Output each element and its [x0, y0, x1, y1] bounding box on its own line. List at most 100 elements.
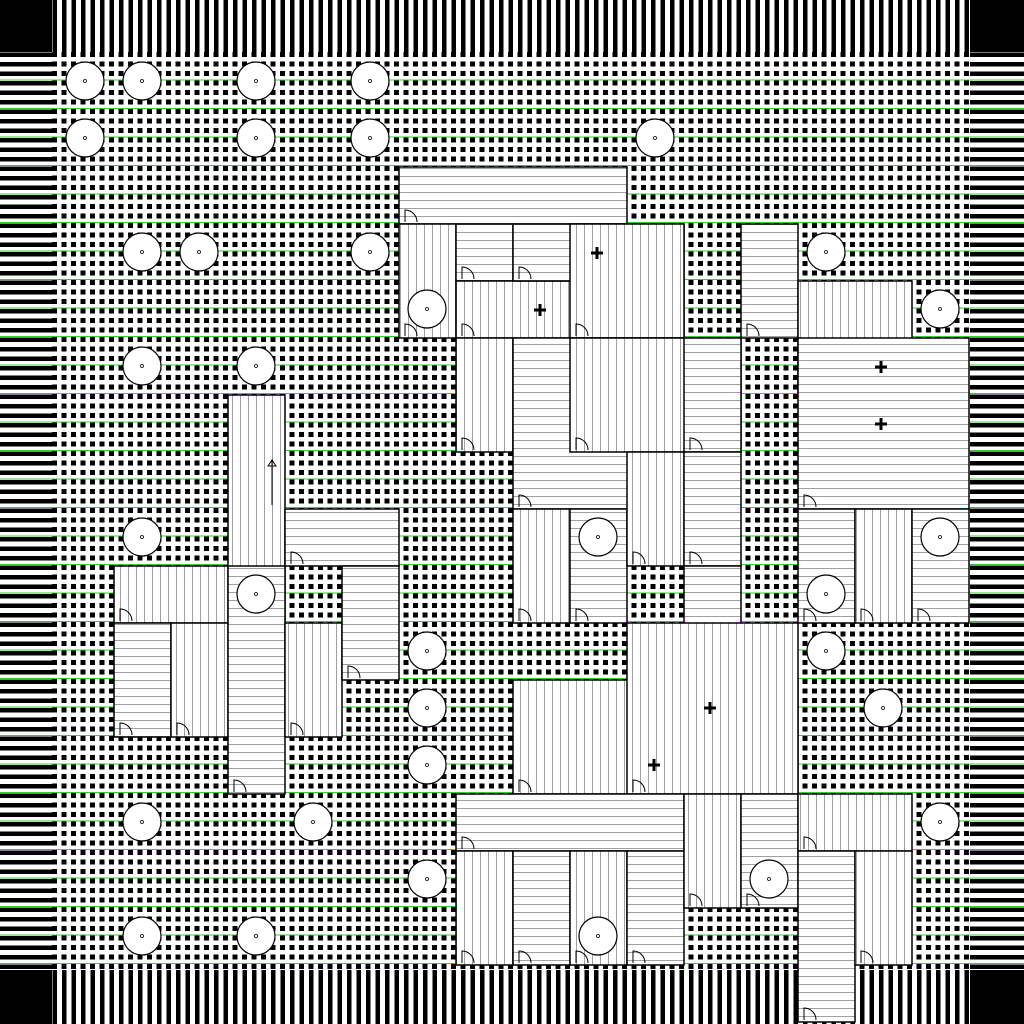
room: [113, 565, 229, 624]
door: [176, 722, 190, 736]
column-center: [140, 250, 144, 254]
column: [920, 517, 960, 557]
column: [407, 688, 447, 728]
door: [860, 608, 874, 622]
column-center: [824, 592, 828, 596]
column-center: [254, 592, 258, 596]
column: [863, 688, 903, 728]
door: [404, 209, 418, 223]
room: [284, 508, 400, 567]
door: [575, 323, 589, 337]
door: [461, 266, 475, 280]
column-center: [254, 364, 258, 368]
column-center: [881, 706, 885, 710]
column: [179, 232, 219, 272]
door: [803, 836, 817, 850]
column-center: [311, 820, 315, 824]
column-center: [596, 535, 600, 539]
column-center: [596, 934, 600, 938]
marker: [591, 247, 603, 259]
room: [398, 166, 628, 225]
door: [119, 722, 133, 736]
door: [461, 437, 475, 451]
door: [347, 665, 361, 679]
room: [683, 337, 742, 453]
door: [632, 950, 646, 964]
door: [575, 437, 589, 451]
room: [455, 850, 514, 966]
column-center: [368, 79, 372, 83]
column-center: [140, 820, 144, 824]
door: [518, 608, 532, 622]
stairs-arrow: [267, 458, 277, 505]
column: [122, 802, 162, 842]
marker: [534, 304, 546, 316]
room: [455, 223, 514, 282]
column-center: [824, 649, 828, 653]
column: [920, 289, 960, 329]
column: [407, 745, 447, 785]
door: [461, 950, 475, 964]
door: [632, 779, 646, 793]
column-center: [425, 307, 429, 311]
column-center: [83, 136, 87, 140]
door: [575, 608, 589, 622]
column: [122, 916, 162, 956]
door: [290, 722, 304, 736]
column-center: [140, 934, 144, 938]
column-center: [254, 79, 258, 83]
column-center: [938, 307, 942, 311]
column: [407, 289, 447, 329]
column: [122, 346, 162, 386]
column: [578, 916, 618, 956]
room: [797, 850, 856, 1023]
column: [920, 802, 960, 842]
column: [65, 61, 105, 101]
door: [746, 323, 760, 337]
column: [122, 232, 162, 272]
room: [854, 850, 913, 966]
column: [350, 61, 390, 101]
column: [122, 517, 162, 557]
room: [284, 622, 343, 738]
room: [341, 565, 400, 681]
column-center: [425, 877, 429, 881]
door: [461, 836, 475, 850]
column: [236, 916, 276, 956]
column: [293, 802, 333, 842]
column-center: [197, 250, 201, 254]
rooms: [113, 166, 970, 1023]
door: [518, 266, 532, 280]
column-center: [824, 250, 828, 254]
door: [233, 779, 247, 793]
column: [65, 118, 105, 158]
column: [407, 859, 447, 899]
door: [803, 494, 817, 508]
column-center: [938, 535, 942, 539]
door: [632, 551, 646, 565]
column: [806, 574, 846, 614]
room: [512, 850, 571, 966]
column: [635, 118, 675, 158]
room: [911, 508, 970, 624]
column-center: [653, 136, 657, 140]
room: [683, 793, 742, 909]
marker: [648, 759, 660, 771]
door: [518, 950, 532, 964]
column: [236, 61, 276, 101]
door: [119, 608, 133, 622]
door: [746, 893, 760, 907]
door: [518, 494, 532, 508]
column: [806, 631, 846, 671]
column-center: [425, 706, 429, 710]
column-center: [368, 250, 372, 254]
column-center: [938, 820, 942, 824]
room: [797, 793, 913, 852]
room: [626, 451, 685, 567]
room: [455, 337, 514, 453]
marker: [875, 418, 887, 430]
column: [407, 631, 447, 671]
column-center: [368, 136, 372, 140]
door: [518, 779, 532, 793]
